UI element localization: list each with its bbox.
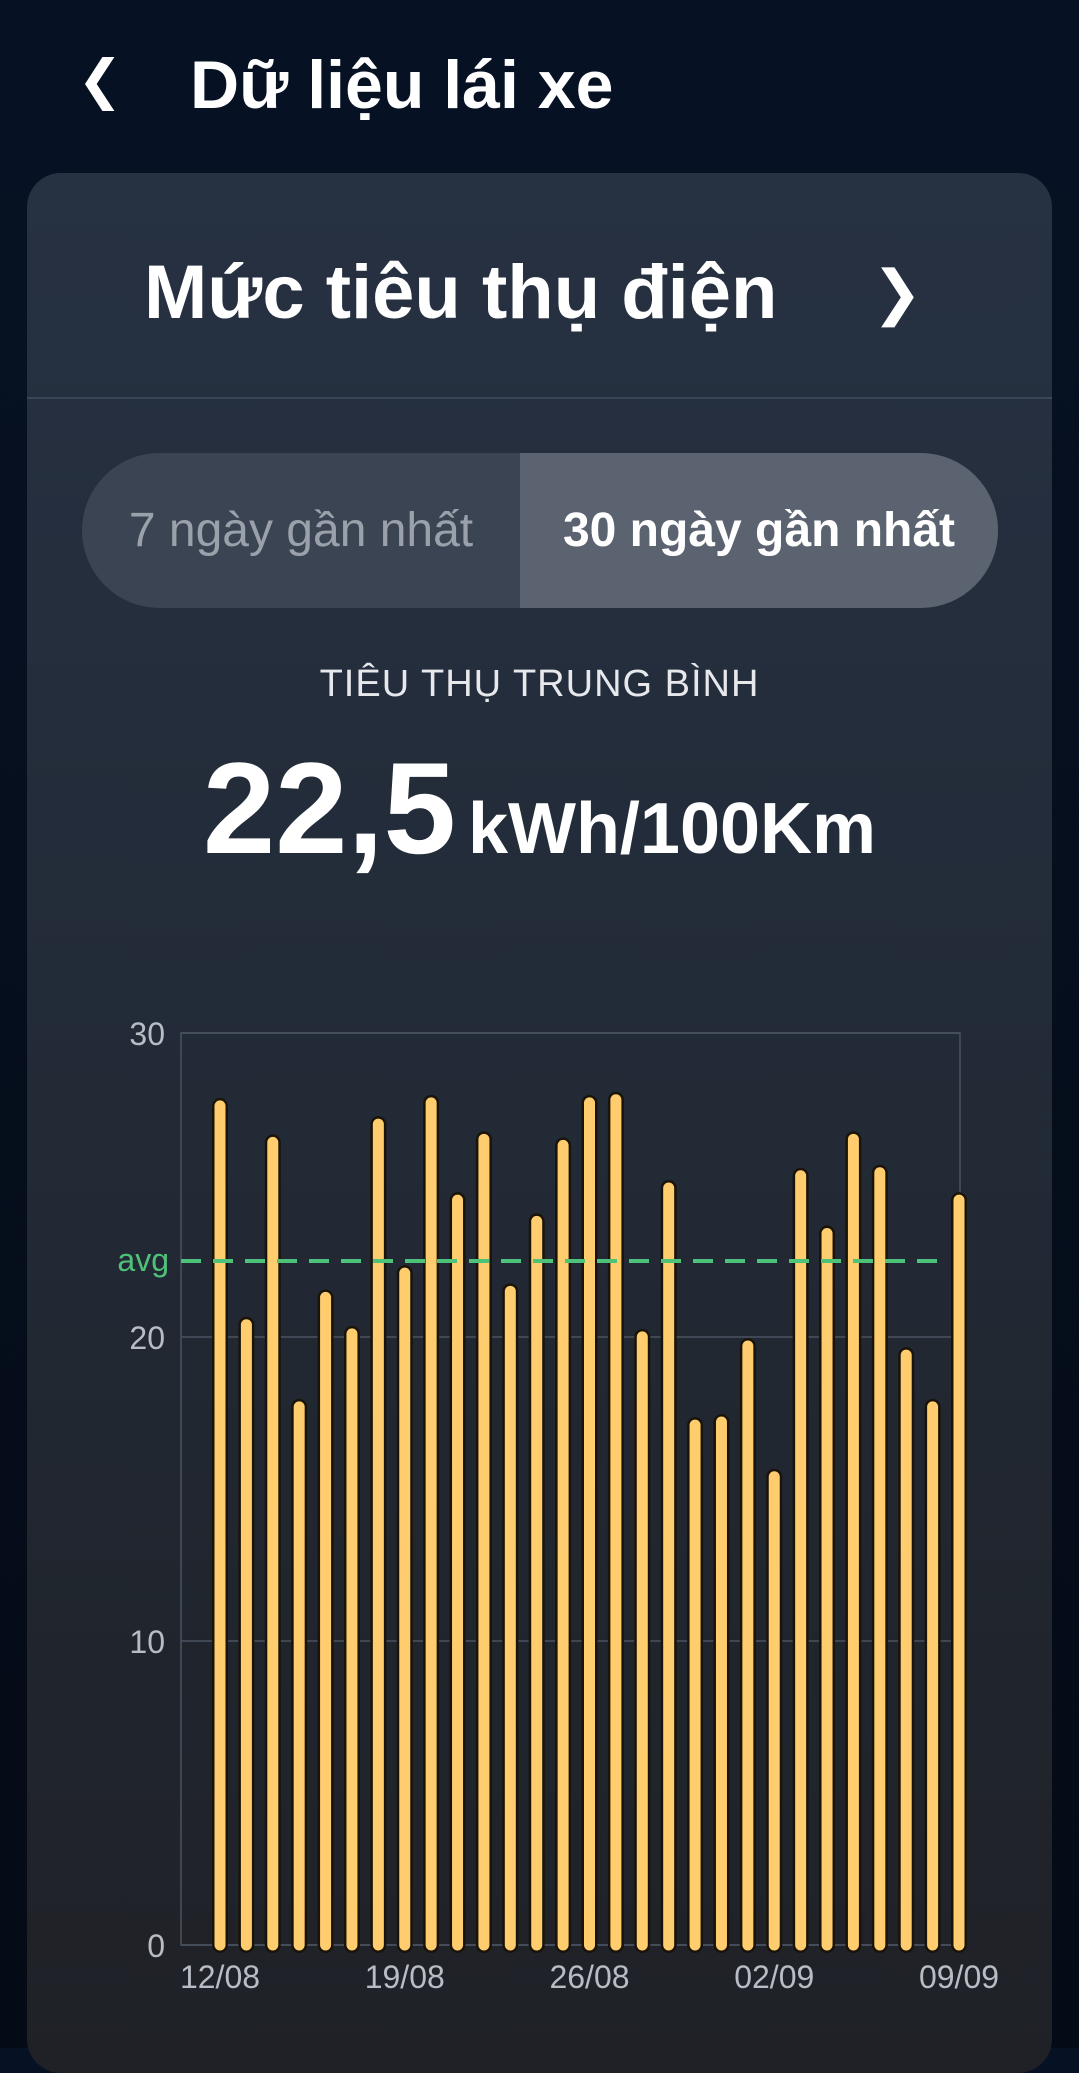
x-tick-label: 26/08 [549, 1959, 629, 1995]
x-tick-label: 19/08 [365, 1959, 445, 1995]
y-tick-label: 30 [129, 1016, 165, 1052]
page-title: Dữ liệu lái xe [190, 47, 614, 123]
average-value: 22,5 kWh/100Km [27, 733, 1052, 883]
y-tick-label: 20 [129, 1320, 165, 1356]
chevron-left-icon[interactable]: ❮ [77, 50, 123, 110]
period-toggle: 7 ngày gần nhất 30 ngày gần nhất [82, 453, 998, 608]
x-tick-label: 09/09 [919, 1959, 999, 1995]
card-title: Mức tiêu thụ điện [144, 250, 778, 335]
x-tick-label: 02/09 [734, 1959, 814, 1995]
average-unit: kWh/100Km [467, 789, 877, 869]
card-header[interactable]: Mức tiêu thụ điện ❯ [27, 173, 1052, 399]
average-number: 22,5 [202, 735, 456, 881]
y-tick-label: 0 [147, 1928, 165, 1964]
header: ❮ Dữ liệu lái xe [0, 0, 1079, 170]
tab-7-days[interactable]: 7 ngày gần nhất [128, 503, 474, 557]
x-tick-label: 12/08 [180, 1959, 260, 1995]
average-line-label: avg [117, 1242, 169, 1278]
chevron-right-icon[interactable]: ❯ [872, 259, 923, 326]
y-tick-label: 10 [129, 1624, 165, 1660]
average-label: TIÊU THỤ TRUNG BÌNH [319, 663, 760, 705]
tab-30-days[interactable]: 30 ngày gần nhất [520, 453, 998, 608]
